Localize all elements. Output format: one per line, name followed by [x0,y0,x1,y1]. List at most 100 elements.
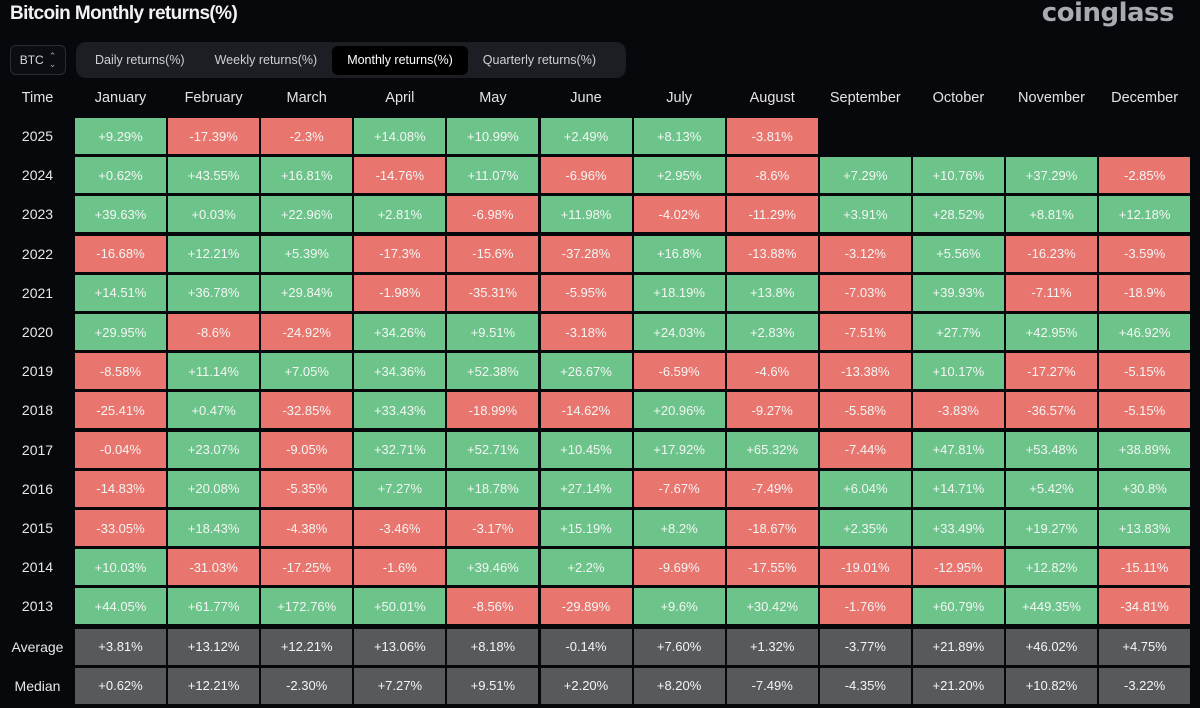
return-cell: -5.35% [261,470,353,507]
year-label: 2020 [21,324,54,340]
tab-monthly-returns[interactable]: Monthly returns(%) [332,45,468,75]
month-header-august: August [749,90,795,106]
median-cell: +9.51% [447,667,539,704]
returns-tabs: Daily returns(%) Weekly returns(%) Month… [76,42,626,78]
return-cell: +10.45% [540,431,632,468]
return-cell: +46.92% [1099,314,1191,350]
tab-quarterly-returns[interactable]: Quarterly returns(%) [482,53,597,67]
return-cell: +11.98% [540,196,632,233]
return-cell: +39.63% [75,196,166,233]
return-cell: +18.43% [168,510,260,546]
median-cell: -3.22% [1099,667,1191,704]
return-cell: -18.9% [1099,274,1191,311]
return-cell: +11.07% [447,157,539,194]
return-cell: -24.92% [261,314,353,350]
return-cell: +23.07% [168,431,260,468]
time-header: Time [21,90,54,106]
return-cell: +2.81% [354,196,446,233]
return-cell: -5.95% [540,274,632,311]
return-cell: -6.59% [633,353,725,390]
return-cell: +6.04% [819,470,911,507]
return-cell: +19.27% [1006,510,1097,546]
return-cell: +14.71% [912,470,1004,507]
year-label: 2015 [21,520,54,536]
return-cell: +9.51% [447,314,539,350]
return-cell: -13.38% [819,353,911,390]
return-cell: +26.67% [540,353,632,390]
return-cell: +7.29% [819,157,911,194]
coinglass-logo: coinglass [1041,0,1175,28]
return-cell: +39.46% [447,549,539,586]
return-cell: +39.93% [912,274,1004,311]
median-label: Median [14,677,61,694]
return-cell: +172.76% [261,588,353,625]
return-cell: -5.15% [1099,353,1191,390]
return-cell: +9.29% [75,118,166,154]
return-cell: -1.98% [354,274,446,311]
year-label: 2023 [21,206,54,223]
month-header-january: January [94,90,147,106]
month-header-september: September [829,90,901,106]
return-cell: -36.57% [1006,392,1097,429]
median-cell: -4.35% [819,667,911,704]
return-cell: -17.3% [354,235,446,272]
tab-daily-returns[interactable]: Daily returns(%) [95,53,185,67]
median-cell: -2.30% [261,667,353,704]
median-cell: +10.82% [1006,667,1097,704]
return-cell: -7.11% [1006,274,1097,311]
return-cell: +5.39% [261,235,353,272]
return-cell: -34.81% [1099,588,1191,625]
asset-select[interactable]: BTC ⌃ ⌄ [10,45,66,75]
return-cell: +7.05% [261,353,353,390]
return-cell: -3.59% [1099,235,1191,272]
return-cell: -3.17% [447,510,539,546]
year-label: 2025 [21,128,54,144]
average-cell: +13.06% [354,628,446,665]
return-cell: -6.98% [447,196,539,233]
return-cell: +10.03% [75,549,166,586]
average-cell: +46.02% [1006,628,1097,665]
tab-weekly-returns[interactable]: Weekly returns(%) [214,53,318,67]
return-cell: +2.49% [540,118,632,154]
return-cell: +10.17% [912,353,1004,390]
year-label: 2016 [21,480,54,497]
month-header-may: May [479,90,507,106]
return-cell: -2.85% [1099,157,1191,194]
average-cell: +12.21% [261,628,353,665]
return-cell: +2.83% [726,314,818,350]
return-cell: +27.14% [540,470,632,507]
return-cell: +33.43% [354,392,446,429]
return-cell: -9.27% [726,392,818,429]
median-cell: +2.20% [540,667,632,704]
median-cell: +0.62% [75,667,166,704]
return-cell: -29.89% [540,588,632,625]
return-cell: +44.05% [75,588,166,625]
return-cell: -35.31% [447,274,539,311]
return-cell: +30.42% [726,588,818,625]
return-cell: +8.2% [633,510,725,546]
return-cell: -12.95% [912,549,1004,586]
return-cell: +449.35% [1006,588,1097,625]
year-label: 2018 [21,402,54,419]
return-cell: -1.6% [354,549,446,586]
return-cell: -8.56% [447,588,539,625]
return-cell: +38.89% [1099,431,1191,468]
return-cell: -33.05% [75,510,166,546]
year-label: 2022 [21,245,54,262]
return-cell: -4.38% [261,510,353,546]
return-cell: -18.99% [447,392,539,429]
return-cell: -7.67% [633,470,725,507]
month-header-november: November [1018,90,1085,106]
return-cell: +24.03% [633,314,725,350]
return-cell: +65.32% [726,431,818,468]
return-cell: +8.81% [1006,196,1097,233]
return-cell: -9.05% [261,431,353,468]
return-cell: +50.01% [354,588,446,625]
return-cell: -11.29% [726,196,818,233]
return-cell: -32.85% [261,392,353,429]
year-label: 2017 [21,441,54,458]
return-cell: +22.96% [261,196,353,233]
return-cell: -14.76% [354,157,446,194]
return-cell: -3.83% [912,392,1004,429]
month-header-april: April [385,90,415,106]
